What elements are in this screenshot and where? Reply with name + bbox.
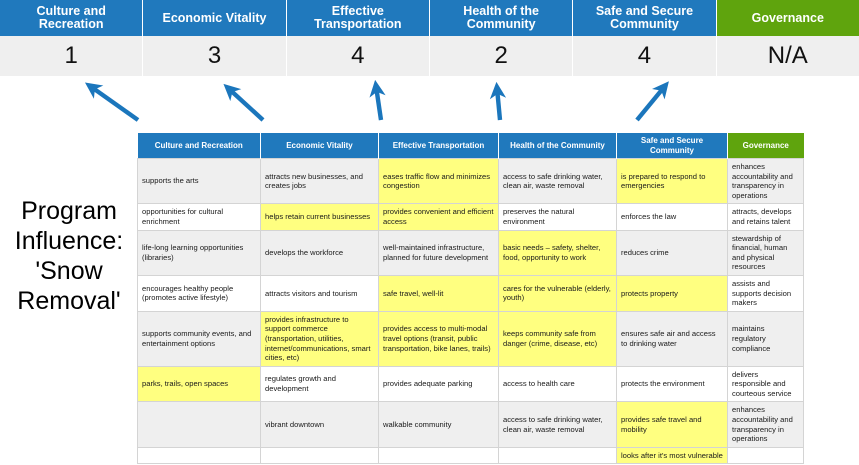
matrix-cell: enhances accountability and transparency… xyxy=(727,157,804,205)
matrix-header-health-of-the-community: Health of the Community xyxy=(498,133,617,159)
matrix-cell: looks after it's most vulnerable xyxy=(616,446,728,465)
matrix-cell: supports community events, and entertain… xyxy=(137,310,261,367)
matrix-head: Culture and Recreation Economic Vitality E… xyxy=(137,133,804,159)
influence-arrows xyxy=(0,72,859,134)
matrix-cell: reduces crime xyxy=(616,229,728,276)
matrix-cell: provides adequate parking xyxy=(378,365,499,403)
up-arrow-icon-4 xyxy=(489,81,507,121)
matrix-cell: regulates growth and development xyxy=(260,365,379,403)
matrix-cell: supports the arts xyxy=(137,157,261,205)
matrix-cell: maintains regulatory compliance xyxy=(727,310,804,367)
matrix-cell: develops the workforce xyxy=(260,229,379,276)
scorecard-value-health-of-the-community: 2 xyxy=(429,36,574,76)
matrix-cell: vibrant downtown xyxy=(260,401,379,448)
matrix-cell: provides safe travel and mobility xyxy=(616,401,728,448)
matrix-cell: provides convenient and efficient access xyxy=(378,203,499,231)
matrix-cell: enforces the law xyxy=(616,203,728,231)
up-arrow-icon-3 xyxy=(369,79,386,121)
matrix-cell: parks, trails, open spaces xyxy=(137,365,261,403)
matrix-cell: provides infrastructure to support comme… xyxy=(260,310,379,367)
matrix-cell: protects the environment xyxy=(616,365,728,403)
matrix-cell: provides access to multi-modal travel op… xyxy=(378,310,499,367)
matrix-cell: well-maintained infrastructure, planned … xyxy=(378,229,499,276)
matrix-cell: access to health care xyxy=(498,365,617,403)
matrix-cell: eases traffic flow and minimizes congest… xyxy=(378,157,499,205)
matrix-cell: keeps community safe from danger (crime,… xyxy=(498,310,617,367)
matrix-row: parks, trails, open spaces regulates grow… xyxy=(137,365,804,403)
matrix-cell: opportunities for cultural enrichment xyxy=(137,203,261,231)
matrix-cell: walkable community xyxy=(378,401,499,448)
scorecard-header-effective-transportation: Effective Transportation xyxy=(286,0,430,36)
scorecard-value-governance: N/A xyxy=(716,36,859,76)
scorecard-value-row: 1 3 4 2 4 N/A xyxy=(0,36,859,76)
matrix-header-row: Culture and Recreation Economic Vitality E… xyxy=(137,133,804,159)
scorecard-header-culture-and-recreation: Culture and Recreation xyxy=(0,0,144,36)
matrix-cell: cares for the vulnerable (elderly, youth… xyxy=(498,274,617,312)
matrix-cell: delivers responsible and courteous servi… xyxy=(727,365,804,403)
scorecard-header-health-of-the-community: Health of the Community xyxy=(429,0,574,36)
scorecard-header-governance: Governance xyxy=(716,0,859,36)
up-arrow-icon-1 xyxy=(84,82,140,122)
scorecard-header-row: Culture and Recreation Economic Vitality E… xyxy=(0,0,859,36)
matrix-cell: attracts, develops and retains talent xyxy=(727,203,804,231)
matrix-body: supports the arts attracts new businesses… xyxy=(137,157,804,465)
matrix-header-effective-transportation: Effective Transportation xyxy=(378,133,499,159)
matrix-row: opportunities for cultural enrichment hel… xyxy=(137,203,804,231)
matrix-cell: encourages healthy people (promotes acti… xyxy=(137,274,261,312)
matrix-cell: helps retain current businesses xyxy=(260,203,379,231)
matrix-cell: protects property xyxy=(616,274,728,312)
matrix-row: looks after it's most vulnerable xyxy=(137,446,804,465)
scorecard-header-safe-and-secure-community: Safe and Secure Community xyxy=(573,0,717,36)
matrix-header-safe-and-secure-community: Safe and Secure Community xyxy=(616,133,728,159)
scorecard-header-economic-vitality: Economic Vitality xyxy=(143,0,287,36)
matrix-cell-empty xyxy=(727,446,804,465)
matrix-cell-empty xyxy=(498,446,617,465)
caption-line-1: Program xyxy=(21,197,117,225)
matrix-cell-empty xyxy=(137,401,261,448)
matrix-cell: attracts new businesses, and creates job… xyxy=(260,157,379,205)
matrix-cell: attracts visitors and tourism xyxy=(260,274,379,312)
matrix-cell-empty xyxy=(260,446,379,465)
up-arrow-icon-2 xyxy=(223,83,265,122)
scorecard-value-safe-and-secure-community: 4 xyxy=(573,36,717,76)
matrix-cell: access to safe drinking water, clean air… xyxy=(498,401,617,448)
influence-matrix-table: Culture and Recreation Economic Vitality E… xyxy=(137,133,804,465)
matrix-header-economic-vitality: Economic Vitality xyxy=(260,133,379,159)
up-arrow-icon-5 xyxy=(635,81,669,122)
matrix-row: encourages healthy people (promotes acti… xyxy=(137,274,804,312)
matrix-cell-empty xyxy=(137,446,261,465)
caption-line-2: Influence: xyxy=(14,227,124,255)
caption-line-3: 'Snow xyxy=(35,257,103,285)
scorecard-value-economic-vitality: 3 xyxy=(143,36,287,76)
influence-matrix: Culture and Recreation Economic Vitality E… xyxy=(137,133,804,465)
matrix-cell: stewardship of financial, human and phys… xyxy=(727,229,804,276)
scorecard-value-effective-transportation: 4 xyxy=(286,36,430,76)
matrix-cell: basic needs – safety, shelter, food, opp… xyxy=(498,229,617,276)
matrix-cell: safe travel, well-lit xyxy=(378,274,499,312)
matrix-cell: assists and supports decision makers xyxy=(727,274,804,312)
matrix-cell: enhances accountability and transparency… xyxy=(727,401,804,448)
program-influence-caption: Program Influence: 'Snow Removal' xyxy=(4,196,134,316)
matrix-cell: access to safe drinking water, clean air… xyxy=(498,157,617,205)
matrix-cell: is prepared to respond to emergencies xyxy=(616,157,728,205)
scorecard-value-culture-and-recreation: 1 xyxy=(0,36,144,76)
matrix-row: supports the arts attracts new businesses… xyxy=(137,157,804,205)
caption-line-4: Removal' xyxy=(17,287,121,315)
scorecard-banner: Culture and Recreation Economic Vitality E… xyxy=(0,0,859,76)
matrix-cell: ensures safe air and access to drinking … xyxy=(616,310,728,367)
matrix-header-governance: Governance xyxy=(727,133,804,159)
matrix-cell: preserves the natural environment xyxy=(498,203,617,231)
arrow-group xyxy=(84,79,669,122)
matrix-row: supports community events, and entertain… xyxy=(137,310,804,367)
matrix-header-culture-and-recreation: Culture and Recreation xyxy=(137,133,261,159)
matrix-cell: life-long learning opportunities (librar… xyxy=(137,229,261,276)
matrix-row: life-long learning opportunities (librar… xyxy=(137,229,804,276)
matrix-row: vibrant downtown walkable community access… xyxy=(137,401,804,448)
matrix-cell-empty xyxy=(378,446,499,465)
